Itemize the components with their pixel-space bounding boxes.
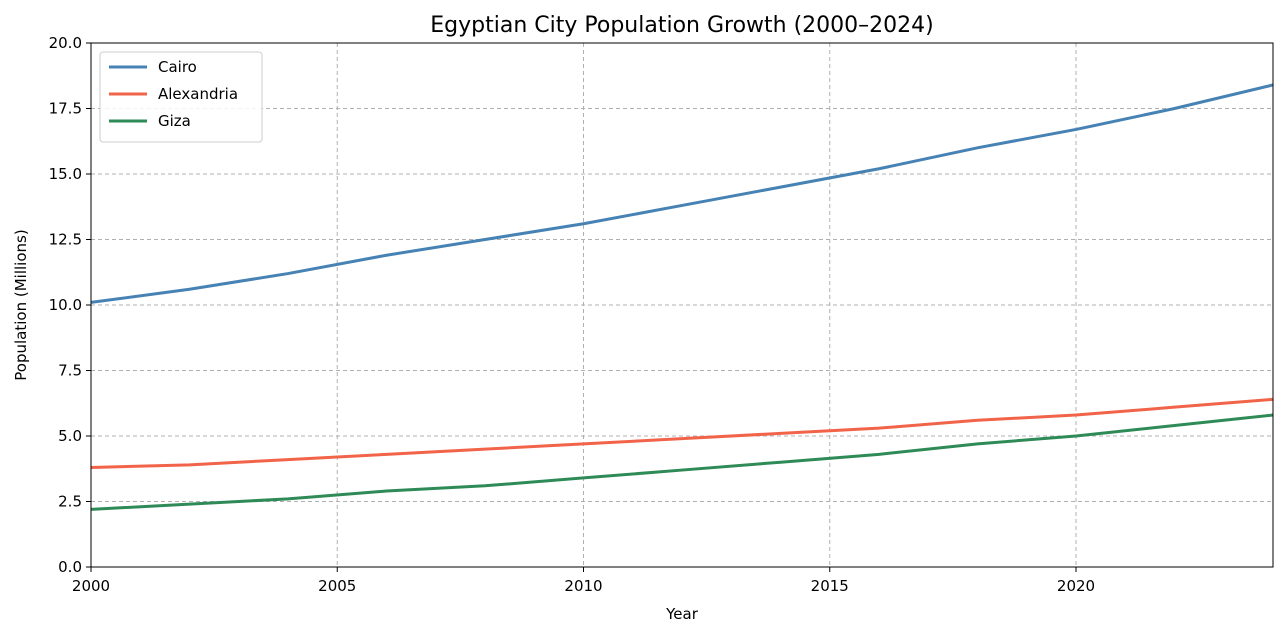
y-axis-ticks: 0.0 2.5 5.0 7.5 10.0 12.5 15.0 17.5 20.0 bbox=[49, 34, 91, 576]
y-axis-label: Population (Millions) bbox=[12, 229, 30, 380]
x-tick-label: 2015 bbox=[811, 577, 849, 595]
y-tick-label: 2.5 bbox=[58, 493, 82, 511]
x-tick-label: 2000 bbox=[72, 577, 110, 595]
x-axis-ticks: 2000 2005 2010 2015 2020 bbox=[72, 567, 1095, 595]
x-tick-label: 2005 bbox=[318, 577, 356, 595]
y-tick-label: 0.0 bbox=[58, 558, 82, 576]
series-lines bbox=[90, 83, 1274, 511]
x-axis-label: Year bbox=[665, 605, 699, 623]
legend-label-alexandria: Alexandria bbox=[158, 85, 238, 103]
y-tick-label: 15.0 bbox=[49, 165, 82, 183]
y-tick-label: 17.5 bbox=[49, 100, 82, 118]
legend-label-cairo: Cairo bbox=[158, 58, 197, 76]
x-tick-label: 2010 bbox=[564, 577, 602, 595]
legend-label-giza: Giza bbox=[158, 112, 191, 130]
chart-title: Egyptian City Population Growth (2000–20… bbox=[430, 13, 933, 38]
y-tick-label: 20.0 bbox=[49, 34, 82, 52]
series-line-alexandria bbox=[90, 397, 1274, 469]
y-tick-label: 7.5 bbox=[58, 362, 82, 380]
series-line-cairo bbox=[90, 83, 1274, 304]
y-tick-label: 5.0 bbox=[58, 427, 82, 445]
grid-lines bbox=[91, 43, 1273, 567]
series-line-giza bbox=[90, 413, 1274, 511]
legend: Cairo Alexandria Giza bbox=[99, 51, 263, 143]
y-tick-label: 10.0 bbox=[49, 296, 82, 314]
x-tick-label: 2020 bbox=[1057, 577, 1095, 595]
y-tick-label: 12.5 bbox=[49, 231, 82, 249]
